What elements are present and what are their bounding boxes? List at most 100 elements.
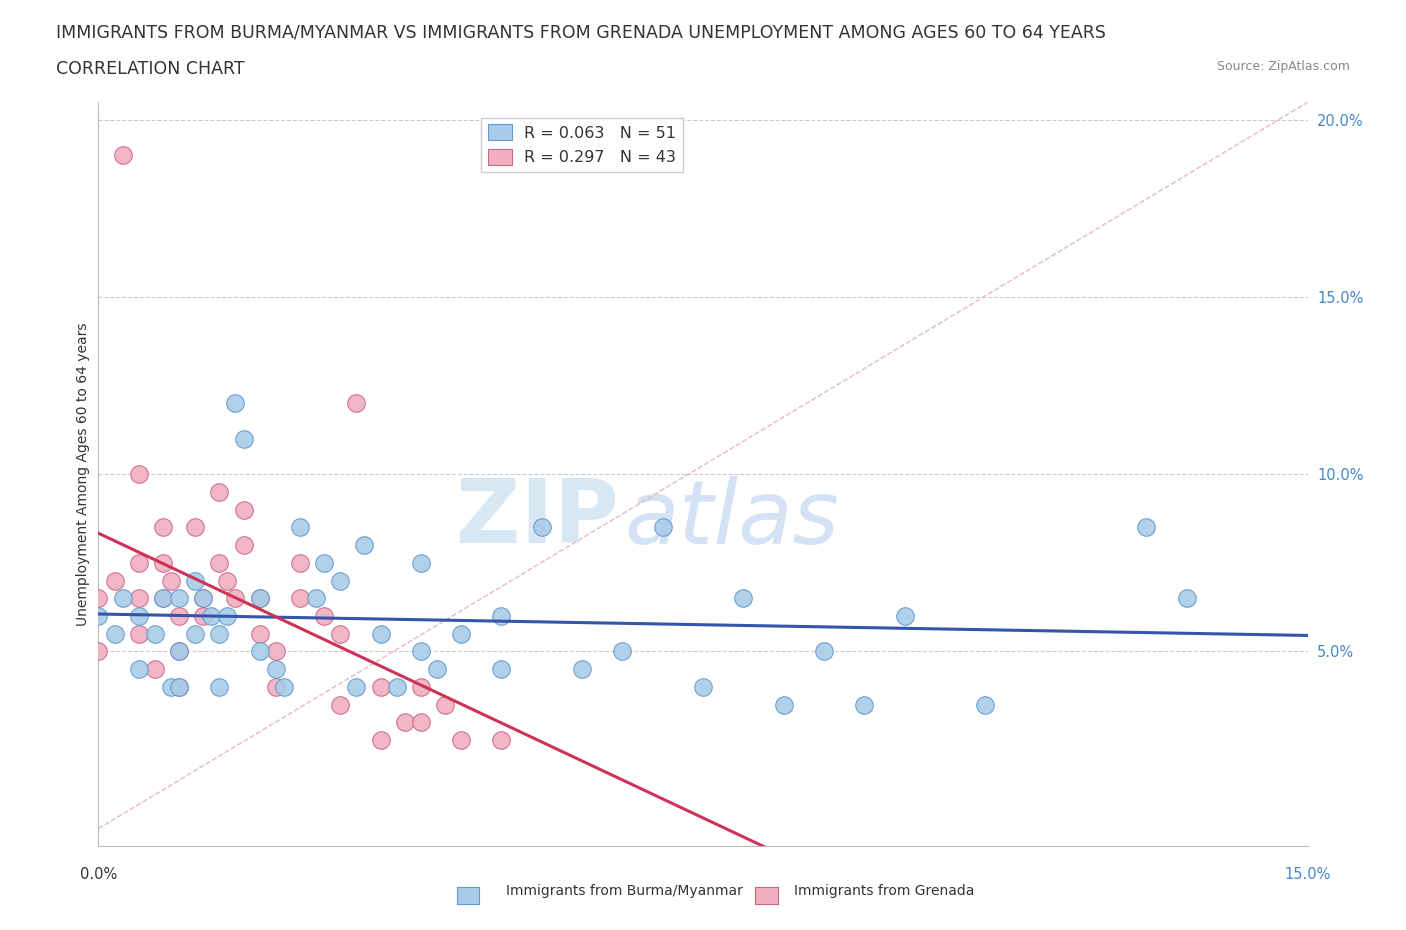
Text: IMMIGRANTS FROM BURMA/MYANMAR VS IMMIGRANTS FROM GRENADA UNEMPLOYMENT AMONG AGES: IMMIGRANTS FROM BURMA/MYANMAR VS IMMIGRA… (56, 23, 1107, 41)
Point (167, 680, 190, 695)
Point (733, 591, 755, 605)
Text: atlas: atlas (624, 476, 839, 562)
Point (249, 626, 271, 641)
Point (450, 626, 472, 641)
Text: Immigrants from Grenada: Immigrants from Grenada (794, 884, 974, 897)
Point (152, 591, 174, 605)
Point (893, 608, 915, 623)
Point (409, 715, 432, 730)
Point (160, 573, 183, 588)
Point (249, 591, 271, 605)
Point (184, 520, 207, 535)
Point (249, 591, 271, 605)
Point (193, 591, 215, 605)
Point (128, 467, 150, 482)
Point (208, 680, 231, 695)
Point (974, 698, 997, 712)
Point (571, 662, 593, 677)
Point (160, 680, 183, 695)
Point (128, 591, 150, 605)
Point (152, 555, 174, 570)
Point (128, 626, 150, 641)
Point (314, 555, 336, 570)
Point (217, 573, 239, 588)
Point (143, 662, 166, 677)
Point (344, 680, 367, 695)
Point (329, 626, 352, 641)
Point (329, 698, 352, 712)
Point (370, 733, 392, 748)
Point (224, 396, 246, 411)
Point (370, 626, 392, 641)
Point (370, 680, 392, 695)
Point (813, 644, 835, 658)
Point (200, 608, 222, 623)
Point (450, 733, 472, 748)
Point (394, 715, 416, 730)
Point (329, 573, 352, 588)
Point (1135, 520, 1157, 535)
Point (264, 662, 287, 677)
Text: Source: ZipAtlas.com: Source: ZipAtlas.com (1216, 60, 1350, 73)
Point (87, 591, 110, 605)
Point (232, 502, 254, 517)
Point (167, 644, 190, 658)
Point (224, 591, 246, 605)
Point (314, 608, 336, 623)
Point (152, 591, 174, 605)
Point (273, 680, 295, 695)
Point (288, 555, 311, 570)
Point (409, 555, 432, 570)
Point (167, 591, 190, 605)
Point (87, 644, 110, 658)
Point (491, 608, 513, 623)
Point (305, 591, 328, 605)
Point (651, 520, 673, 535)
Point (344, 396, 367, 411)
Point (208, 555, 231, 570)
Point (128, 555, 150, 570)
Point (143, 626, 166, 641)
Point (167, 608, 190, 623)
Point (184, 573, 207, 588)
Legend: R = 0.063   N = 51, R = 0.297   N = 43: R = 0.063 N = 51, R = 0.297 N = 43 (481, 118, 683, 172)
Point (232, 432, 254, 446)
Point (409, 644, 432, 658)
Point (167, 644, 190, 658)
Point (853, 698, 876, 712)
Point (128, 608, 150, 623)
Point (1175, 591, 1198, 605)
Point (264, 644, 287, 658)
Text: 0.0%: 0.0% (80, 867, 117, 882)
Text: Immigrants from Burma/Myanmar: Immigrants from Burma/Myanmar (506, 884, 742, 897)
Point (111, 148, 134, 163)
Point (426, 662, 449, 677)
Point (288, 591, 311, 605)
Point (208, 626, 231, 641)
Point (434, 698, 457, 712)
Point (184, 626, 207, 641)
Point (193, 591, 215, 605)
Point (232, 538, 254, 552)
Point (612, 644, 634, 658)
Point (217, 608, 239, 623)
Point (264, 680, 287, 695)
Point (491, 662, 513, 677)
Point (353, 538, 375, 552)
Point (491, 733, 513, 748)
Text: CORRELATION CHART: CORRELATION CHART (56, 60, 245, 78)
Point (167, 680, 190, 695)
Point (103, 573, 125, 588)
Point (409, 680, 432, 695)
Point (103, 626, 125, 641)
Text: 15.0%: 15.0% (1285, 867, 1330, 882)
Text: ZIP: ZIP (456, 475, 619, 563)
Point (128, 662, 150, 677)
Point (193, 608, 215, 623)
Y-axis label: Unemployment Among Ages 60 to 64 years: Unemployment Among Ages 60 to 64 years (76, 323, 90, 626)
Point (111, 591, 134, 605)
Point (772, 698, 794, 712)
Point (530, 520, 553, 535)
Point (288, 520, 311, 535)
Point (249, 644, 271, 658)
